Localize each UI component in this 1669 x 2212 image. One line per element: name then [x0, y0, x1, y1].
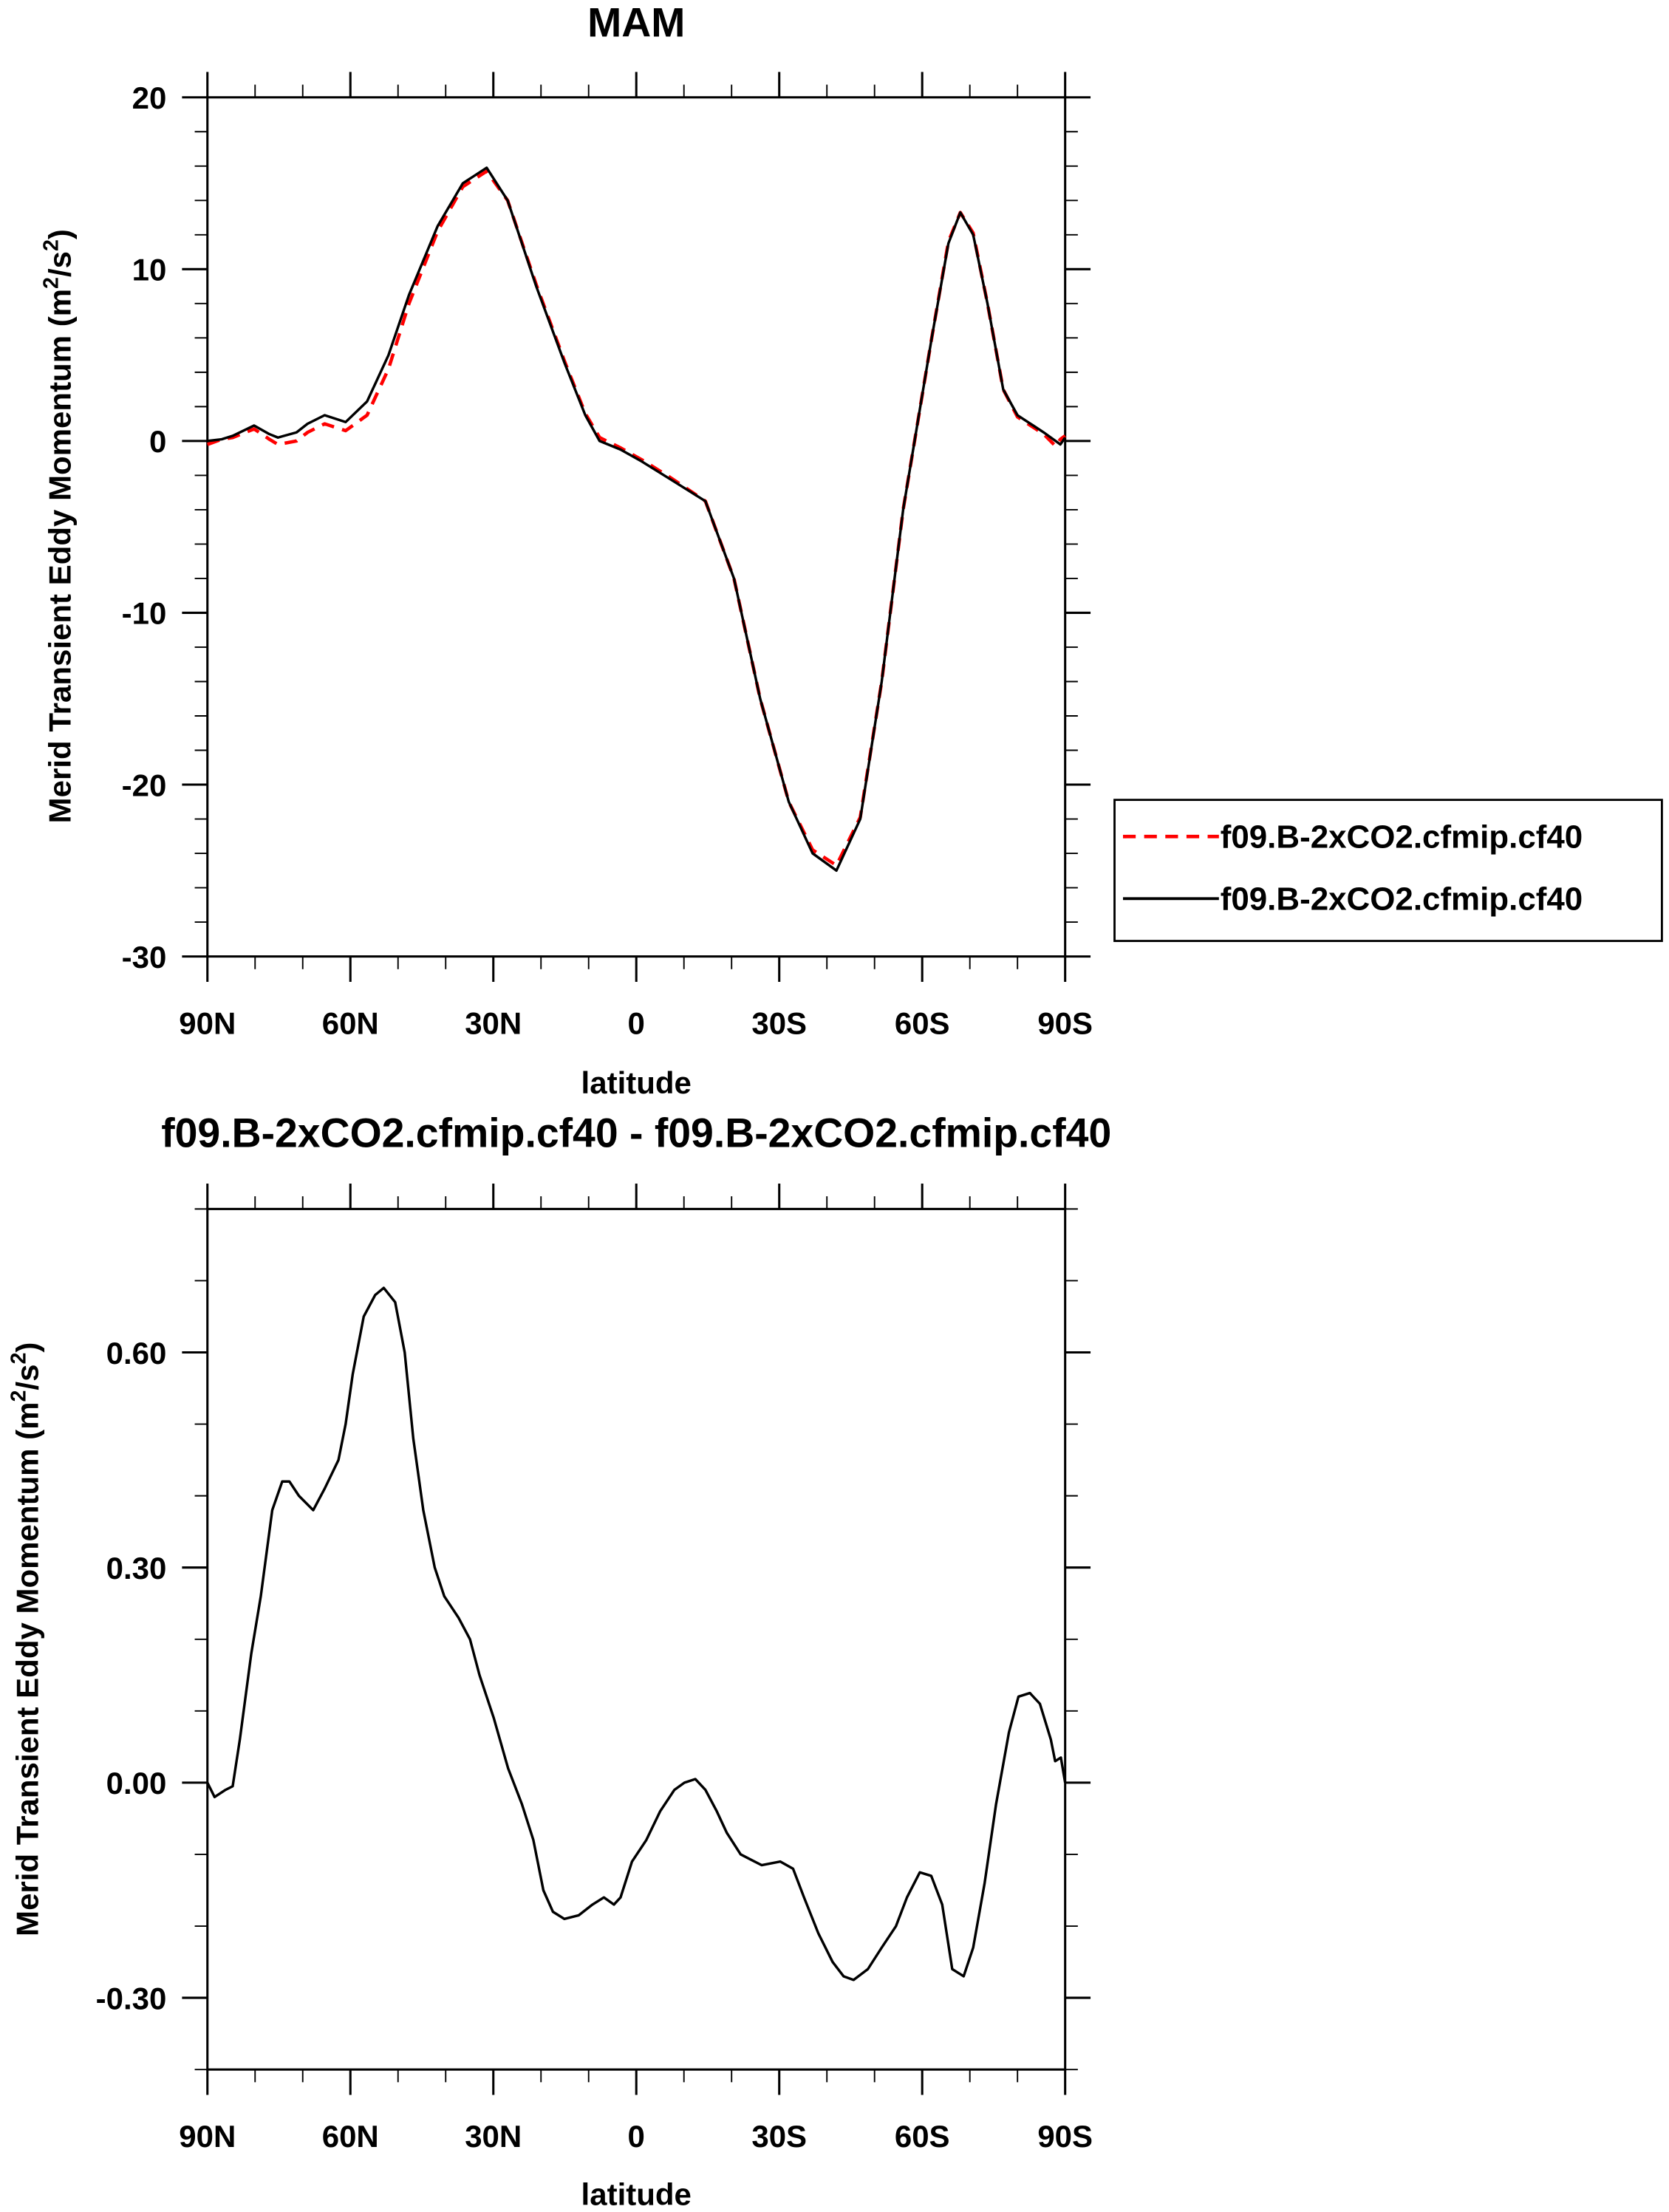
bottom-chart: f09.B-2xCO2.cfmip.cf40 - f09.B-2xCO2.cfm…	[7, 1110, 1111, 2211]
y-tick-label: -0.30	[96, 1981, 167, 2015]
y-tick-label: -20	[122, 768, 167, 802]
x-axis-label: latitude	[581, 2177, 692, 2211]
x-tick-label: 90N	[179, 2119, 236, 2154]
y-tick-label: 20	[132, 81, 167, 115]
y-axis-label: Merid Transient Eddy Momentum (m2/s2)	[39, 229, 77, 823]
series-line-black-solid	[206, 1286, 1067, 1981]
x-tick-label: 0	[628, 1006, 645, 1041]
series-line-red-dashed	[206, 169, 1067, 867]
x-tick-label: 0	[628, 2119, 645, 2154]
chart-title: f09.B-2xCO2.cfmip.cf40 - f09.B-2xCO2.cfm…	[161, 1110, 1111, 1156]
y-tick-label: 10	[132, 253, 167, 287]
x-tick-label: 60N	[322, 2119, 379, 2154]
x-tick-label: 30N	[465, 1006, 522, 1041]
y-tick-label: 0.00	[106, 1766, 167, 1800]
x-tick-label: 90N	[179, 1006, 236, 1041]
series-line-black-solid	[207, 166, 1067, 873]
y-tick-label: -10	[122, 596, 167, 631]
legend-entry-2: f09.B-2xCO2.cfmip.cf40	[1221, 881, 1583, 918]
legend-entry-1: f09.B-2xCO2.cfmip.cf40	[1221, 819, 1583, 856]
x-tick-label: 30N	[465, 2119, 522, 2154]
plot-frame	[206, 96, 1067, 958]
x-tick-label: 90S	[1037, 1006, 1093, 1041]
y-tick-label: -30	[122, 940, 167, 974]
x-tick-label: 30S	[751, 2119, 807, 2154]
y-tick-label: 0	[149, 424, 166, 459]
x-axis-label: latitude	[581, 1065, 692, 1100]
x-tick-label: 90S	[1037, 2119, 1093, 2154]
y-tick-label: 0.30	[106, 1551, 167, 1585]
y-axis-label: Merid Transient Eddy Momentum (m2/s2)	[7, 1342, 44, 1936]
x-tick-label: 60N	[322, 1006, 379, 1041]
chart-title: MAM	[587, 0, 685, 46]
top-chart: MAM latitude Merid Transient Eddy Moment…	[39, 0, 1663, 1100]
x-tick-label: 30S	[751, 1006, 807, 1041]
legend-box	[1113, 799, 1663, 943]
legend: f09.B-2xCO2.cfmip.cf40 f09.B-2xCO2.cfmip…	[1113, 799, 1663, 943]
y-tick-label: 0.60	[106, 1336, 167, 1370]
x-tick-label: 60S	[895, 2119, 950, 2154]
plot-frame	[206, 1207, 1067, 2071]
x-tick-label: 60S	[895, 1006, 950, 1041]
